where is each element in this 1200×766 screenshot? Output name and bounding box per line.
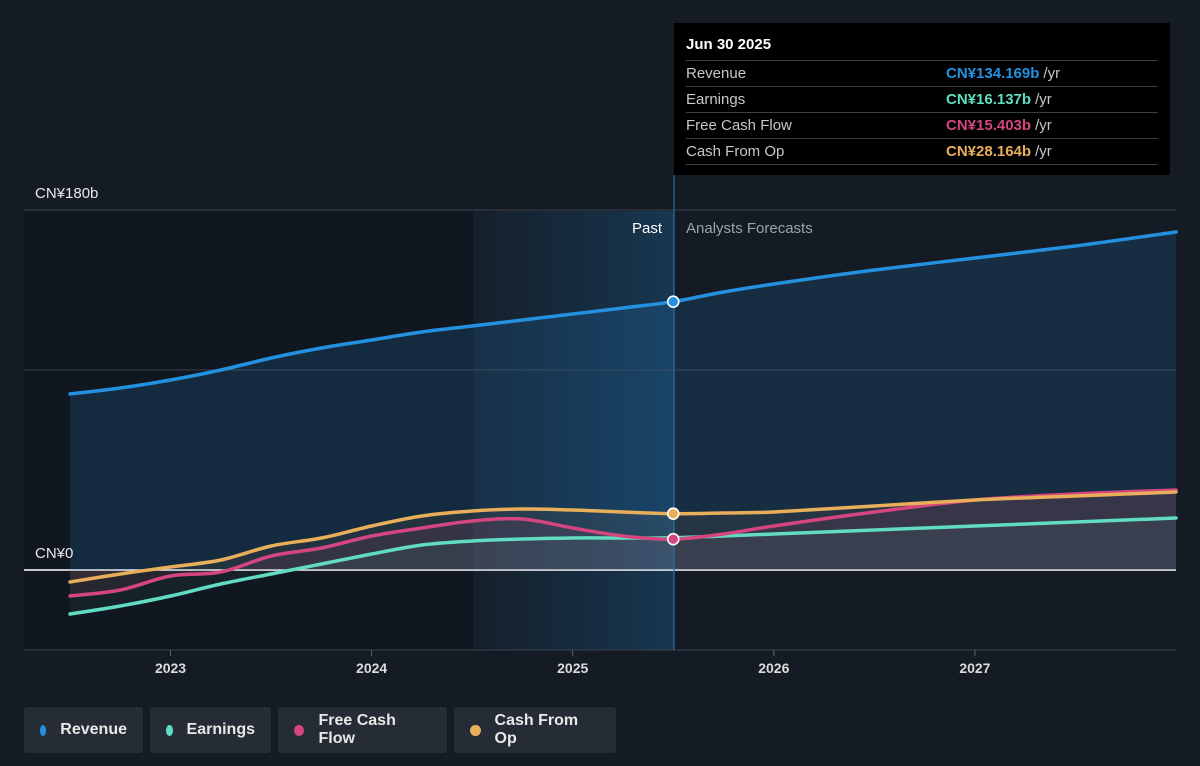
cash-from-op-marker[interactable] [666, 507, 680, 520]
free-cash-flow-marker[interactable] [666, 532, 680, 546]
tooltip-value: CN¥16.137b [946, 91, 1032, 108]
tooltip-unit: /yr [1035, 143, 1052, 160]
hover-tooltip: Jun 30 2025 Revenue CN¥134.169b /yr Earn… [674, 23, 1170, 175]
x-tick-label: 2024 [356, 660, 387, 676]
tooltip-value: CN¥28.164b [946, 143, 1032, 160]
tooltip-row-cash-from-op: Cash From Op CN¥28.164b /yr [686, 138, 1158, 165]
tooltip-label: Revenue [686, 65, 747, 82]
tooltip-unit: /yr [1035, 117, 1052, 134]
free-cash-flow-dot-icon [294, 724, 305, 736]
x-tick-label: 2025 [557, 660, 588, 676]
revenue-line [68, 230, 1178, 396]
past-label: Past [632, 220, 663, 237]
legend-item-free-cash-flow[interactable]: Free Cash Flow [278, 707, 447, 753]
legend-item-earnings[interactable]: Earnings [150, 707, 271, 753]
cash-from-op-dot-icon [470, 724, 481, 736]
x-tick-label: 2027 [959, 660, 990, 676]
earnings-area [70, 518, 1176, 614]
tooltip-label: Earnings [686, 91, 746, 108]
free-cash-flow-line [68, 488, 1178, 598]
financial-chart: Past Analysts Forecasts CN¥180bCN¥0-CN¥4… [24, 175, 1178, 676]
cash-from-op-line [68, 490, 1178, 584]
tooltip-value: CN¥134.169b [946, 65, 1040, 82]
earnings-dot-icon [166, 724, 173, 736]
past-band [473, 211, 674, 650]
tooltip-label: Cash From Op [686, 143, 785, 160]
y-axis-label: CN¥180b [35, 185, 98, 202]
legend-label: Revenue [60, 721, 127, 738]
revenue-marker[interactable] [666, 295, 680, 308]
tooltip-row-revenue: Revenue CN¥134.169b /yr [686, 60, 1158, 86]
tooltip-row-earnings: Earnings CN¥16.137b /yr [686, 86, 1158, 112]
revenue-dot-icon [40, 724, 47, 736]
legend-label: Earnings [186, 721, 255, 738]
tooltip-date: Jun 30 2025 [686, 36, 772, 53]
legend-item-cash-from-op[interactable]: Cash From Op [454, 707, 616, 753]
tooltip-unit: /yr [1035, 91, 1052, 108]
tooltip-row-free-cash-flow: Free Cash Flow CN¥15.403b /yr [686, 112, 1158, 138]
legend-label: Cash From Op [494, 712, 579, 747]
legend-label: Free Cash Flow [318, 712, 396, 747]
x-tick-label: 2026 [758, 660, 789, 676]
tooltip-label: Free Cash Flow [686, 117, 792, 134]
chart-legend: Revenue Earnings Free Cash Flow Cash Fro… [24, 707, 616, 753]
earnings-line [68, 516, 1178, 616]
y-axis-label: CN¥0 [35, 545, 73, 562]
tooltip-value: CN¥15.403b [946, 117, 1032, 134]
legend-item-revenue[interactable]: Revenue [24, 707, 143, 753]
free-cash-flow-area [70, 490, 1176, 596]
revenue-area [70, 232, 1176, 570]
tooltip-unit: /yr [1043, 65, 1061, 82]
forecast-label: Analysts Forecasts [686, 220, 813, 237]
x-tick-label: 2023 [155, 660, 186, 676]
